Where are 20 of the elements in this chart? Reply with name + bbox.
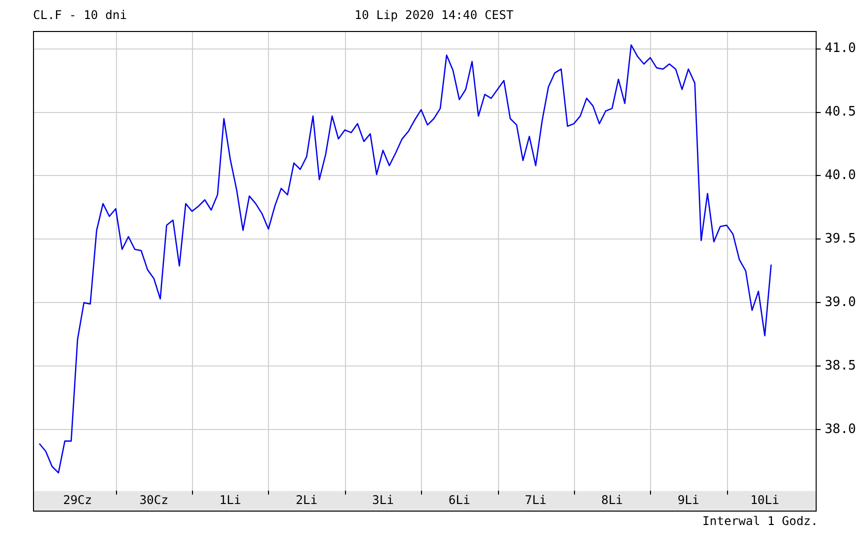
chart-title: CL.F - 10 dni [33, 8, 127, 22]
x-tick-label: 30Cz [139, 492, 168, 507]
x-tick-label: 3Li [372, 492, 394, 507]
y-tick-label: 38.5 [824, 358, 856, 374]
y-tick-label: 39.5 [824, 232, 856, 247]
x-tick-label: 1Li [219, 492, 242, 507]
chart-subtitle: 10 Lip 2020 14:40 CEST [354, 8, 514, 22]
y-tick-label: 40.5 [824, 104, 856, 120]
x-tick-label: 2Li [296, 492, 318, 507]
x-tick-label: 7Li [524, 492, 547, 507]
text: Interwal 1 Godz. [702, 514, 818, 528]
y-tick-label: 40.0 [824, 168, 856, 184]
y-tick-label: 39.0 [824, 295, 856, 310]
x-tick-label: 9Li [678, 492, 700, 507]
x-tick-label: 6Li [448, 492, 470, 507]
x-tick-label: 8Li [601, 492, 623, 507]
x-tick-label: 10Li [750, 492, 780, 507]
y-tick-label: 41.0 [824, 41, 856, 56]
y-tick-label: 38.0 [824, 422, 856, 438]
x-tick-label: 29Cz [63, 492, 92, 507]
